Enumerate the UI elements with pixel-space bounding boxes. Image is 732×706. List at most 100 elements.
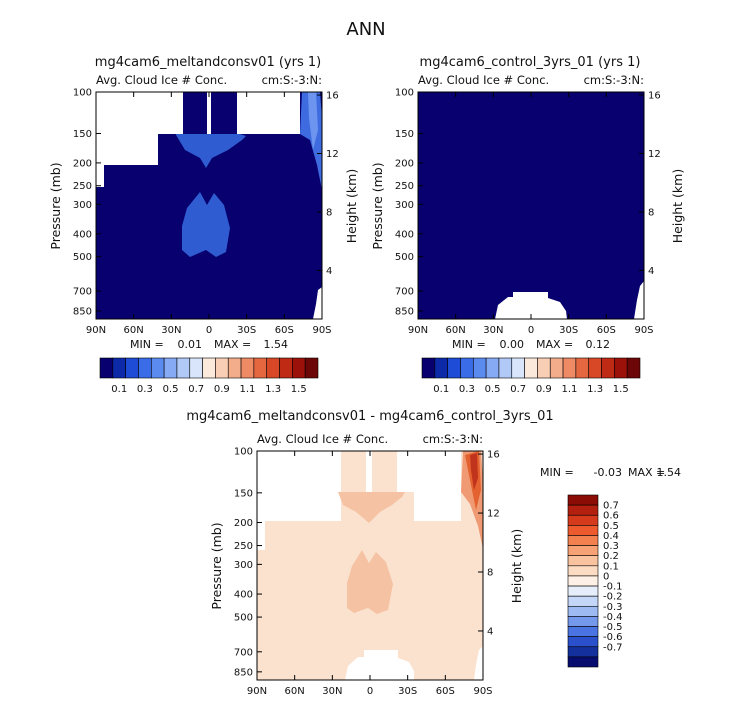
panel-1-field-blob-lower [182,192,230,257]
colorbar-swatch [567,514,599,526]
colorbar-swatch [567,616,599,627]
x-tick-label: 30S [237,325,256,336]
panel-2-colorbar: 0.1 0.3 0.5 0.7 0.9 1.1 1.3 1.5 [421,357,641,395]
colorbar-swatch [567,636,599,648]
panel-1-colorbar: 0.1 0.3 0.5 0.7 0.9 1.1 1.3 1.5 [99,357,319,395]
panel-2-min-value: 0.00 [500,338,525,351]
colorbar-swatch [292,357,306,379]
x-tick-label: 60S [436,686,455,697]
panel-3-y2label: Height (km) [509,529,524,603]
colorbar-swatch [138,357,152,379]
colorbar-label: 1.1 [240,384,256,395]
panel-1-y-ticks: 100 150 200 250 300 400 500 700 850 [73,88,101,317]
colorbar-swatch [253,357,268,379]
colorbar-label: 0.2 [603,551,619,562]
panel-1-y2-ticks: 16 12 8 4 [317,91,339,277]
y-tick-label: 400 [234,590,253,601]
x-tick-label: 60N [285,686,305,697]
panel-1-max-value: 1.54 [264,338,289,351]
colorbar-swatch [227,357,242,379]
colorbar-swatch [567,575,599,587]
colorbar-label: -0.4 [603,612,623,623]
y-tick-label: 400 [73,229,92,240]
y-tick-label: 100 [73,88,92,99]
panel-1: mg4cam6_meltandconsv01 (yrs 1) Avg. Clou… [48,55,359,395]
colorbar-swatch [125,357,139,379]
x-tick-label: 60S [597,325,616,336]
x-tick-label: 30N [483,325,503,336]
x-tick-label: 90N [86,325,106,336]
colorbar-label: 0.1 [111,384,127,395]
x-tick-label: 30N [161,325,181,336]
colorbar-swatch [562,357,577,379]
x-tick-label: 0 [367,686,373,697]
panel-3-colorbar: 0.70.60.50.40.30.20.10-0.1-0.2-0.3-0.4-0… [567,494,623,668]
colorbar-swatch [460,357,474,379]
colorbar-swatch [511,357,525,379]
colorbar-label: 0.1 [433,384,449,395]
panel-3: mg4cam6_meltandconsv01 - mg4cam6_control… [186,409,681,697]
x-tick-label: 0 [206,325,212,336]
colorbar-swatch [626,357,641,379]
y-tick-label: 200 [73,158,92,169]
colorbar-label: 0.3 [603,541,619,552]
y-tick-label: 150 [73,129,92,140]
panel-2-subtitle-right: cm:S:-3:N: [584,73,644,87]
colorbar-label: -0.6 [603,632,623,643]
colorbar-swatch [567,504,599,516]
colorbar-label: 0.4 [603,531,619,542]
panel-3-min-value: -0.03 [594,466,622,479]
colorbar-label: -0.3 [603,602,623,613]
y-tick-label: 200 [395,158,414,169]
panel-1-field [96,92,322,319]
colorbar-swatch [421,357,436,379]
colorbar-swatch [614,357,628,379]
y-tick-label: 850 [395,306,414,317]
colorbar-swatch [567,626,599,637]
panel-2-max-value: 0.12 [586,338,611,351]
colorbar-label: 0.9 [536,384,552,395]
y2-tick-label: 4 [648,266,654,277]
y-tick-label: 300 [73,200,92,211]
colorbar-swatch [447,357,461,379]
panel-1-x-ticks: 90N 60N 30N 0 30S 60S 90S [86,92,332,336]
panel-3-max-label: MAX = [628,466,665,479]
y2-tick-label: 12 [326,149,339,160]
colorbar-swatch [240,357,255,379]
y2-tick-label: 16 [648,91,661,102]
panel-2-min-label: MIN = [452,338,486,351]
panel-1-subtitle-right: cm:S:-3:N: [262,73,322,87]
colorbar-label: 0.5 [603,521,619,532]
x-tick-label: 60S [275,325,294,336]
panel-2-field-navy [418,92,644,319]
colorbar-label: 1.5 [291,384,307,395]
colorbar-label: 1.3 [265,384,281,395]
colorbar-swatch [215,357,229,379]
colorbar-swatch [567,535,599,546]
panel-1-y2label: Height (km) [344,169,359,243]
x-tick-label: 60N [446,325,466,336]
colorbar-swatch [567,565,599,577]
y2-tick-label: 8 [487,568,493,579]
colorbar-swatch [485,357,500,379]
colorbar-swatch [537,357,551,379]
colorbar-swatch [588,357,602,379]
colorbar-label: 1.3 [587,384,603,395]
y-tick-label: 500 [395,252,414,263]
panel-3-ylabel: Pressure (mb) [209,522,224,609]
y-tick-label: 150 [395,129,414,140]
y-tick-label: 100 [395,88,414,99]
colorbar-label: 0.7 [188,384,204,395]
y2-tick-label: 4 [326,266,332,277]
panel-3-y-ticks: 100 150 200 250 300 400 500 700 850 [234,447,262,678]
panel-3-max-value: 1.54 [657,466,682,479]
x-tick-label: 30N [322,686,342,697]
colorbar-swatch [567,595,599,607]
colorbar-swatch [567,646,599,658]
colorbar-swatch [567,656,599,668]
y-tick-label: 850 [234,667,253,678]
colorbar-label: 0.7 [510,384,526,395]
colorbar-swatch [498,357,513,379]
page-title: ANN [346,19,385,40]
